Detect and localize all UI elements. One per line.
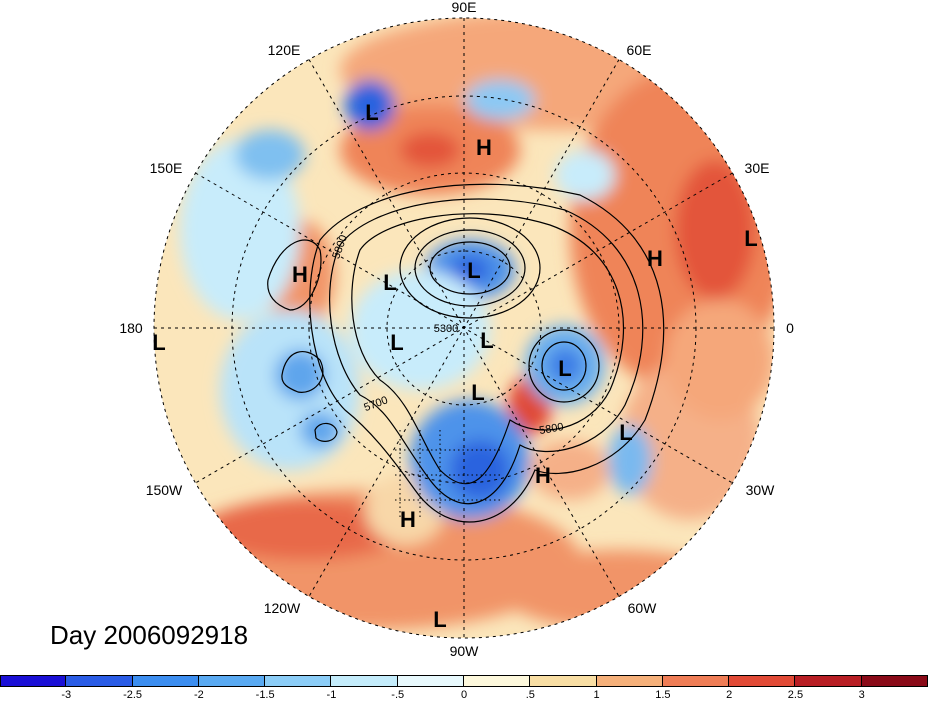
colorbar-swatch [662, 675, 730, 687]
pressure-center-marker: H [476, 135, 492, 160]
pressure-center-marker: L [480, 328, 493, 353]
colorbar-tick-label: -3 [61, 689, 72, 701]
lon-label-150w: 150W [146, 482, 183, 498]
pressure-center-marker: H [400, 507, 416, 532]
colorbar-tick-label: -1 [326, 689, 337, 701]
colorbar-tick-label: 0 [460, 689, 468, 701]
lon-label-120w: 120W [264, 600, 301, 616]
pressure-center-marker: L [365, 100, 378, 125]
colorbar-tick-label: 2.5 [787, 689, 804, 701]
colorbar-swatch [729, 675, 796, 687]
colorbar-swatch [331, 675, 398, 687]
pressure-center-marker: L [558, 356, 571, 381]
plot-title: Day 2006092918 [50, 620, 249, 650]
colorbar-swatch [132, 675, 199, 687]
pressure-center-marker: L [471, 380, 484, 405]
anomaly-field [154, 18, 774, 638]
lon-label-90e: 90E [452, 0, 477, 15]
colorbar-swatch [265, 675, 332, 687]
lon-label-150e: 150E [150, 160, 183, 176]
colorbar-swatch [530, 675, 597, 687]
colorbar-tick-label: 3 [858, 689, 865, 701]
colorbar-tick-label: -.5 [391, 689, 405, 701]
graticule [154, 18, 774, 638]
colorbar-swatch [795, 675, 862, 687]
colorbar-swatch [66, 675, 133, 687]
lon-label-120e: 120E [268, 42, 301, 58]
pressure-center-marker: H [535, 463, 551, 488]
polar-map: 90E 60E 120E 30E 150E 0 180 30W 150W 60W… [119, 0, 794, 659]
contour-label: 5300 [434, 323, 458, 335]
colorbar-swatch [596, 675, 663, 687]
lon-label-30e: 30E [745, 160, 770, 176]
map-boundary [153, 17, 775, 639]
colorbar-tick-label: -2 [193, 689, 204, 701]
colorbar-tick-label: -1.5 [255, 689, 275, 701]
pressure-center-marker: L [390, 330, 403, 355]
pressure-center-marker: L [152, 330, 165, 355]
lon-label-60e: 60E [627, 42, 652, 58]
pressure-center-marker: H [647, 246, 663, 271]
lon-label-60w: 60W [628, 600, 658, 616]
colorbar-tick-label: 2 [726, 689, 733, 701]
lon-label-0: 0 [786, 320, 794, 336]
pressure-center-marker: H [292, 262, 308, 287]
lon-label-30w: 30W [746, 482, 776, 498]
colorbar-tick-label: 1 [593, 689, 600, 701]
colorbar-tick-label: 1.5 [655, 689, 671, 701]
colorbar-swatch [397, 675, 464, 687]
contour-label: 5800 [538, 421, 564, 437]
lon-label-90w: 90W [450, 643, 480, 659]
colorbar-swatch [464, 675, 531, 687]
pressure-center-marker: L [467, 258, 480, 283]
lon-label-180: 180 [119, 320, 143, 336]
pressure-center-marker: L [433, 607, 446, 632]
colorbar-tick-label: .5 [525, 689, 535, 701]
pressure-center-marker: L [619, 420, 632, 445]
colorbar-swatch [198, 675, 266, 687]
pressure-center-marker: L [383, 270, 396, 295]
colorbar: -3 -2.5 -2 -1.5 -1 -.5 0 .5 1 1.5 2 2.5 3 [0, 675, 928, 702]
colorbar-swatch [0, 675, 67, 687]
pressure-center-marker: L [744, 226, 757, 251]
colorbar-tick-label: -2.5 [123, 689, 143, 701]
